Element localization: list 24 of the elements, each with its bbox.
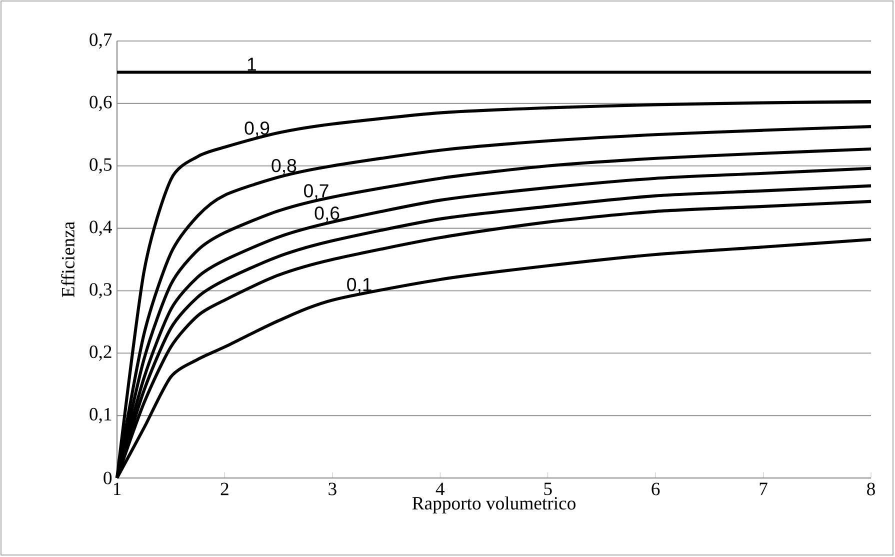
x-tick-label: 6 [652, 482, 660, 496]
y-axis-title: Efficienza [61, 222, 74, 298]
x-tick-label: 7 [760, 482, 768, 495]
y-tick-label: 0 [104, 472, 112, 484]
y-tick-label: 0,7 [90, 33, 112, 49]
series-label: 0,9 [244, 121, 270, 137]
series-label: 0,7 [304, 184, 328, 200]
y-tick-label: 0,6 [90, 96, 112, 112]
x-tick-label: 8 [867, 482, 875, 496]
series-label: 1 [248, 58, 256, 71]
series-label: 0,8 [272, 158, 296, 174]
y-tick-label: 0,5 [90, 158, 112, 174]
x-tick-label: 4 [436, 482, 445, 495]
x-tick-label: 3 [328, 482, 336, 496]
y-tick-label: 0,4 [90, 220, 112, 236]
x-tick-label: 5 [544, 482, 552, 496]
y-tick-label: 0,1 [90, 408, 112, 424]
y-tick-label: 0,2 [90, 345, 112, 361]
x-axis-title: Rapporto volumetrico [412, 496, 576, 514]
series-label: 0,6 [314, 206, 340, 222]
x-tick-label: 2 [220, 482, 228, 496]
x-tick-label: 1 [114, 482, 121, 496]
y-tick-label: 0,3 [90, 283, 112, 298]
series-label: 0,1 [347, 278, 372, 294]
